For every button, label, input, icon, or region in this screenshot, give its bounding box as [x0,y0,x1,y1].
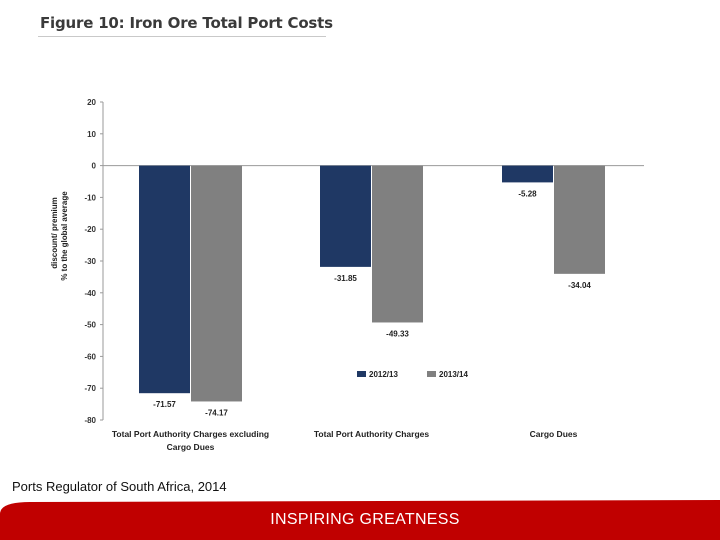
category-label: Total Port Authority Charges excluding [112,429,269,439]
bar [554,165,605,274]
category-label: Cargo Dues [167,442,215,452]
bar [372,165,423,323]
y-tick-label: -40 [84,289,96,298]
legend-swatch [427,371,436,377]
data-label: -5.28 [518,189,537,198]
bar [320,165,371,267]
source-note: Ports Regulator of South Africa, 2014 [12,479,227,494]
figure-title: Figure 10: Iron Ore Total Port Costs [40,14,333,32]
legend-label: 2013/14 [439,370,468,379]
data-label: -49.33 [386,329,409,338]
footer-banner [0,500,720,540]
data-label: -34.04 [568,281,591,290]
data-label: -31.85 [334,274,357,283]
y-tick-label: -50 [84,321,96,330]
y-tick-label: 20 [87,98,96,107]
y-tick-label: 0 [92,162,97,171]
bar [502,165,553,183]
y-tick-label: -70 [84,384,96,393]
footer-red-band [0,500,720,540]
bar [191,165,242,402]
legend-label: 2012/13 [369,370,398,379]
legend-swatch [357,371,366,377]
title-underline [38,36,326,37]
bar-chart: 20 10 0 -10 -20 -30 -40 -50 -60 -70 -80 discount/ p… [50,98,644,452]
y-axis-title: discount/ premium [50,197,59,269]
y-tick-label: -10 [84,193,96,202]
data-label: -71.57 [153,400,176,409]
y-tick-label: -30 [84,257,96,266]
y-axis-title: % to the global average [60,191,69,281]
footer-tagline: INSPIRING GREATNESS [270,511,460,528]
y-tick-label: -60 [84,352,96,361]
y-tick-label: 10 [87,130,96,139]
data-label: -74.17 [205,408,228,417]
category-label: Cargo Dues [530,429,578,439]
bar [139,165,190,394]
category-label: Total Port Authority Charges [314,429,430,439]
y-tick-label: -80 [84,416,96,425]
y-tick-label: -20 [84,225,96,234]
